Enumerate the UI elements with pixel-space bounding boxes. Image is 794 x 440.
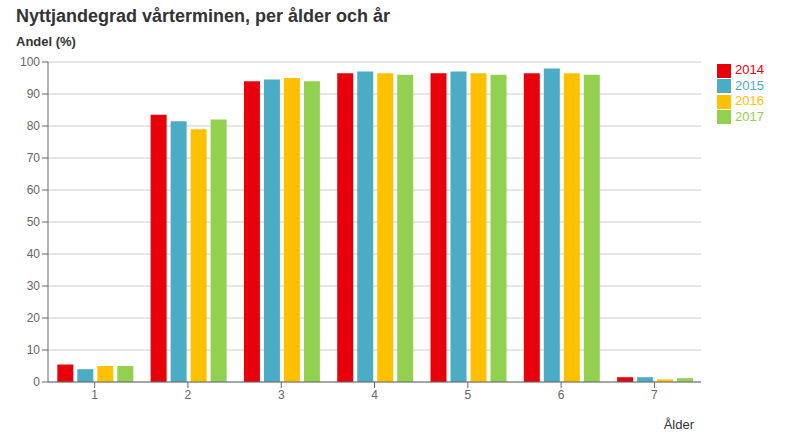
svg-text:80: 80 xyxy=(27,119,41,133)
html-text:2015: 2015 xyxy=(735,77,764,93)
html-text:2017: 2017 xyxy=(735,108,764,124)
svg-text:2: 2 xyxy=(185,388,192,402)
svg-text:6: 6 xyxy=(558,388,565,402)
svg-text:50: 50 xyxy=(27,215,41,229)
svg-text:60: 60 xyxy=(27,183,41,197)
svg-text:1: 1 xyxy=(91,388,98,402)
svg-text:30: 30 xyxy=(27,279,41,293)
svg-text:5: 5 xyxy=(464,388,471,402)
svg-text:40: 40 xyxy=(27,247,41,261)
svg-text:10: 10 xyxy=(27,343,41,357)
html-text:2014: 2014 xyxy=(735,62,764,77)
svg-text:20: 20 xyxy=(27,311,41,325)
svg-text:90: 90 xyxy=(27,87,41,101)
html-text:2016: 2016 xyxy=(735,93,764,109)
html-text:Andel (%): Andel (%) xyxy=(16,34,76,49)
svg-text:0: 0 xyxy=(33,375,40,389)
svg-text:70: 70 xyxy=(27,151,41,165)
html-text:Nyttjandegrad vårterminen, per: Nyttjandegrad vårterminen, per ålder och… xyxy=(16,6,391,26)
svg-text:4: 4 xyxy=(371,388,378,402)
html-text:Ålder: Ålder xyxy=(663,417,694,432)
svg-text:3: 3 xyxy=(278,388,285,402)
svg-text:7: 7 xyxy=(651,388,658,402)
svg-text:100: 100 xyxy=(20,55,40,69)
